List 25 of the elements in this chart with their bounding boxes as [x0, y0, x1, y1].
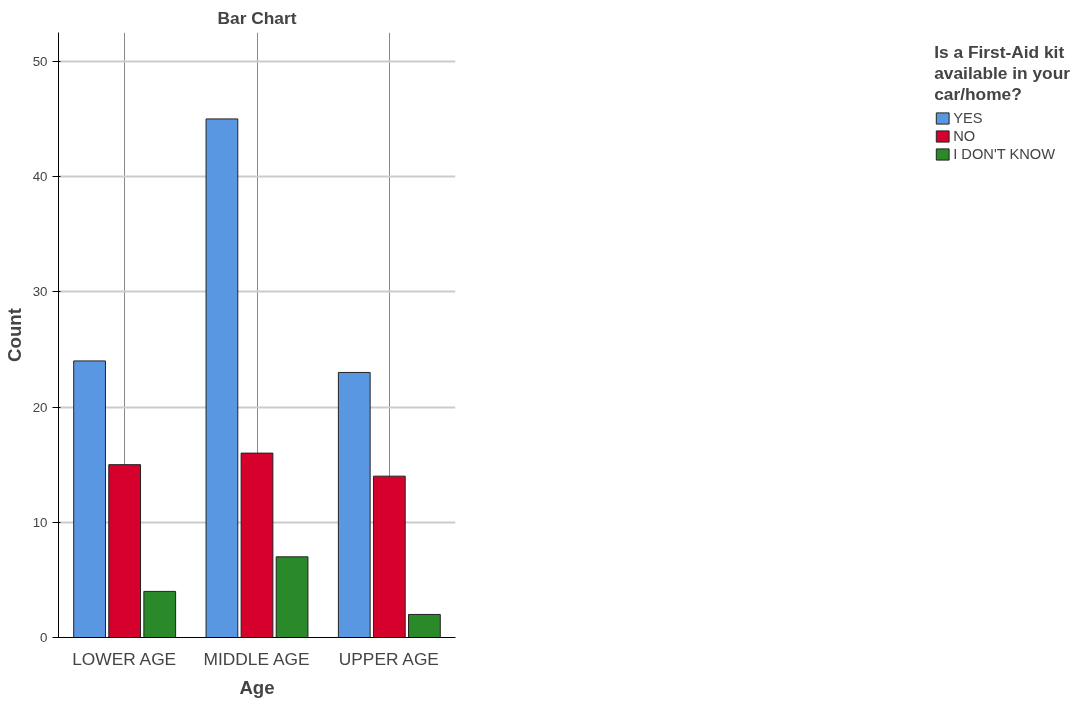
y-tick-label: 0: [40, 630, 48, 645]
chart-title: Bar Chart: [217, 7, 297, 28]
x-tick-label: UPPER AGE: [338, 648, 439, 669]
bar: [372, 475, 406, 638]
y-tick-label: 10: [32, 514, 48, 530]
bar: [240, 452, 274, 638]
x-tick-label: MIDDLE AGE: [203, 648, 310, 669]
x-tick-label: LOWER AGE: [72, 648, 177, 669]
bar: [73, 360, 106, 638]
bar: [337, 371, 371, 638]
bar: [408, 613, 441, 638]
bar: [275, 556, 309, 638]
legend-title: Is a First-Aid kit available in your car/home?: [934, 42, 1070, 105]
legend-label: YES: [953, 110, 983, 126]
y-tick-label: 40: [32, 169, 48, 185]
bar: [143, 590, 177, 638]
y-axis-title: Count: [3, 308, 25, 362]
legend-label: I DON'T KNOW: [953, 146, 1056, 162]
y-tick-label: 30: [32, 284, 48, 300]
y-tick-label: 20: [32, 399, 48, 415]
y-tick-label: 50: [32, 53, 48, 69]
x-axis-title: Age: [239, 676, 275, 698]
bar: [108, 464, 142, 638]
legend-label: NO: [953, 128, 976, 144]
bar: [205, 118, 239, 638]
